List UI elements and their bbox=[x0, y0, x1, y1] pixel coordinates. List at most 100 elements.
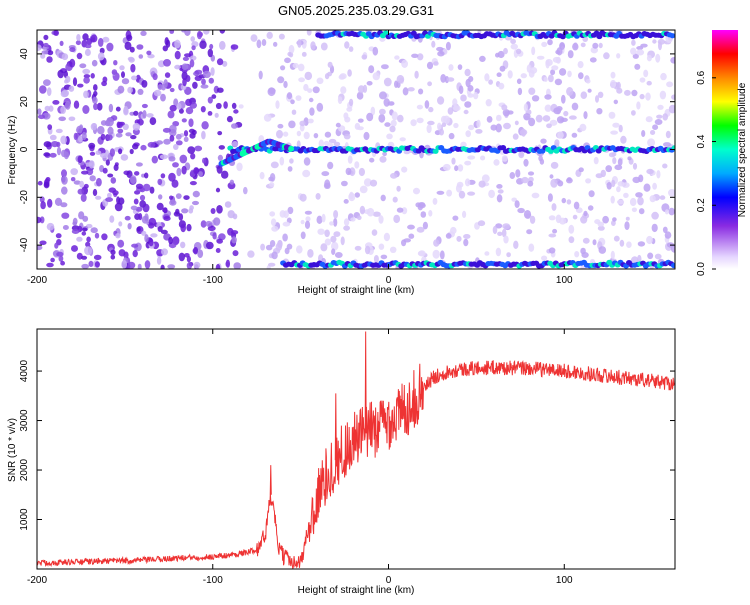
spectrogram-cell bbox=[160, 264, 165, 269]
spectrogram-cell bbox=[147, 141, 156, 148]
spectrogram-cell bbox=[363, 131, 370, 141]
spectrogram-cell bbox=[528, 117, 536, 127]
spectrogram-cell bbox=[618, 124, 623, 133]
spectrogram-cell bbox=[169, 87, 175, 93]
spectrogram-cell bbox=[193, 167, 200, 175]
spectrogram-cell bbox=[626, 241, 632, 248]
spectrogram-cell bbox=[527, 180, 534, 187]
spectrogram-cell bbox=[260, 243, 265, 251]
direct-signal-line-segment bbox=[500, 145, 507, 151]
spectrogram-y-axis-label: Frequency (Hz) bbox=[7, 116, 18, 185]
spectrogram-cell bbox=[632, 162, 638, 170]
spectrogram-cell bbox=[110, 177, 117, 184]
spectrogram-cell bbox=[197, 249, 204, 258]
spectrogram-cell bbox=[48, 105, 54, 112]
spectrogram-cell bbox=[52, 100, 60, 105]
spectrogram-cell bbox=[107, 192, 112, 198]
spectrogram-cell bbox=[478, 180, 486, 188]
spectrogram-cell bbox=[68, 116, 76, 122]
spectrogram-cell bbox=[73, 132, 78, 141]
spectrogram-cell bbox=[70, 168, 78, 176]
spectrogram-cell bbox=[634, 63, 641, 70]
spectrogram-cell bbox=[43, 141, 52, 148]
spectrogram-cell bbox=[133, 198, 139, 205]
spectrogram-cell bbox=[662, 113, 668, 121]
spectrogram-cell bbox=[86, 38, 92, 46]
spectrogram-cell bbox=[270, 218, 277, 226]
spectrogram-cell bbox=[460, 94, 467, 102]
spectrogram-cell bbox=[117, 239, 125, 248]
spectrogram-cell bbox=[277, 240, 283, 248]
spectrogram-cell bbox=[553, 107, 562, 115]
spectrogram-cell bbox=[331, 241, 339, 251]
spectrogram-cell bbox=[529, 67, 538, 74]
spectrogram-cell bbox=[555, 214, 562, 224]
spectrogram-cell bbox=[433, 61, 439, 66]
spectrogram-cell bbox=[354, 161, 360, 169]
spectrogram-cell bbox=[559, 68, 567, 76]
spectrogram-cell bbox=[345, 167, 352, 176]
spectrogram-cell bbox=[463, 234, 471, 239]
spectrogram-cell bbox=[451, 157, 456, 165]
spectrogram-cell bbox=[452, 98, 458, 107]
spectrogram-cell bbox=[127, 223, 132, 230]
spectrogram-cell bbox=[440, 74, 447, 83]
spectrogram-cell bbox=[118, 148, 123, 155]
spectrogram-cell bbox=[668, 104, 675, 114]
spectrogram-cell bbox=[151, 155, 158, 164]
x-tick-label: -200 bbox=[27, 275, 47, 286]
spectrogram-cell bbox=[144, 172, 149, 179]
spectrogram-cell bbox=[164, 72, 171, 78]
spectrogram-cell bbox=[480, 155, 486, 161]
spectrogram-cell bbox=[333, 218, 338, 227]
spectrogram-cell bbox=[373, 255, 379, 263]
spectrogram-cell bbox=[638, 208, 645, 215]
spectrogram-cell bbox=[496, 114, 502, 122]
spectrogram-cell bbox=[269, 173, 276, 182]
spectrogram-cell bbox=[175, 133, 182, 140]
spectrogram-cell bbox=[611, 152, 617, 157]
spectrogram-cell bbox=[227, 210, 235, 219]
spectrogram-cell bbox=[668, 189, 675, 197]
spectrogram-cell bbox=[173, 98, 179, 107]
spectrogram-cell bbox=[362, 84, 368, 93]
spectrogram-cell bbox=[81, 131, 87, 141]
spectrogram-cell bbox=[535, 114, 543, 123]
spectrogram-cell bbox=[617, 181, 625, 187]
spectrogram-cell bbox=[568, 224, 575, 234]
spectrogram-cell bbox=[58, 255, 64, 262]
spectrogram-cell bbox=[587, 88, 592, 93]
spectrogram-cell bbox=[567, 50, 574, 59]
spectrogram-cell bbox=[276, 129, 283, 139]
spectrogram-cell bbox=[312, 86, 320, 94]
spectrogram-cell bbox=[585, 79, 591, 84]
spectrogram-cell bbox=[445, 233, 452, 239]
spectrogram-cell bbox=[611, 179, 616, 188]
spectrogram-cell bbox=[580, 215, 588, 224]
spectrogram-cell bbox=[100, 152, 108, 159]
spectrogram-cell bbox=[116, 196, 121, 205]
spectrogram-cell bbox=[318, 139, 324, 148]
spectrogram-cell bbox=[315, 193, 321, 200]
spectrogram-cell bbox=[563, 110, 569, 117]
spectrogram-cell bbox=[271, 225, 279, 232]
spectrogram-cell bbox=[81, 170, 89, 175]
spectrogram-cell bbox=[277, 76, 285, 84]
spectrogram-cell bbox=[296, 140, 301, 148]
spectrogram-cell bbox=[76, 52, 83, 60]
spectrogram-cell bbox=[139, 194, 146, 201]
spectrogram-cell bbox=[437, 122, 442, 131]
spectrogram-cell bbox=[124, 41, 132, 51]
spectrogram-cell bbox=[282, 233, 288, 242]
spectrogram-cell bbox=[306, 30, 312, 36]
spectrogram-cell bbox=[211, 94, 217, 99]
spectrogram-cell bbox=[457, 64, 463, 70]
spectrogram-cell bbox=[610, 79, 617, 89]
spectrogram-cell bbox=[184, 53, 192, 58]
spectrogram-cell bbox=[637, 241, 646, 247]
spectrogram-cell bbox=[631, 39, 636, 46]
spectrogram-cell bbox=[531, 95, 540, 102]
spectrogram-cell bbox=[80, 193, 87, 202]
spectrogram-cell bbox=[288, 44, 295, 54]
spectrogram-cell bbox=[333, 231, 341, 238]
